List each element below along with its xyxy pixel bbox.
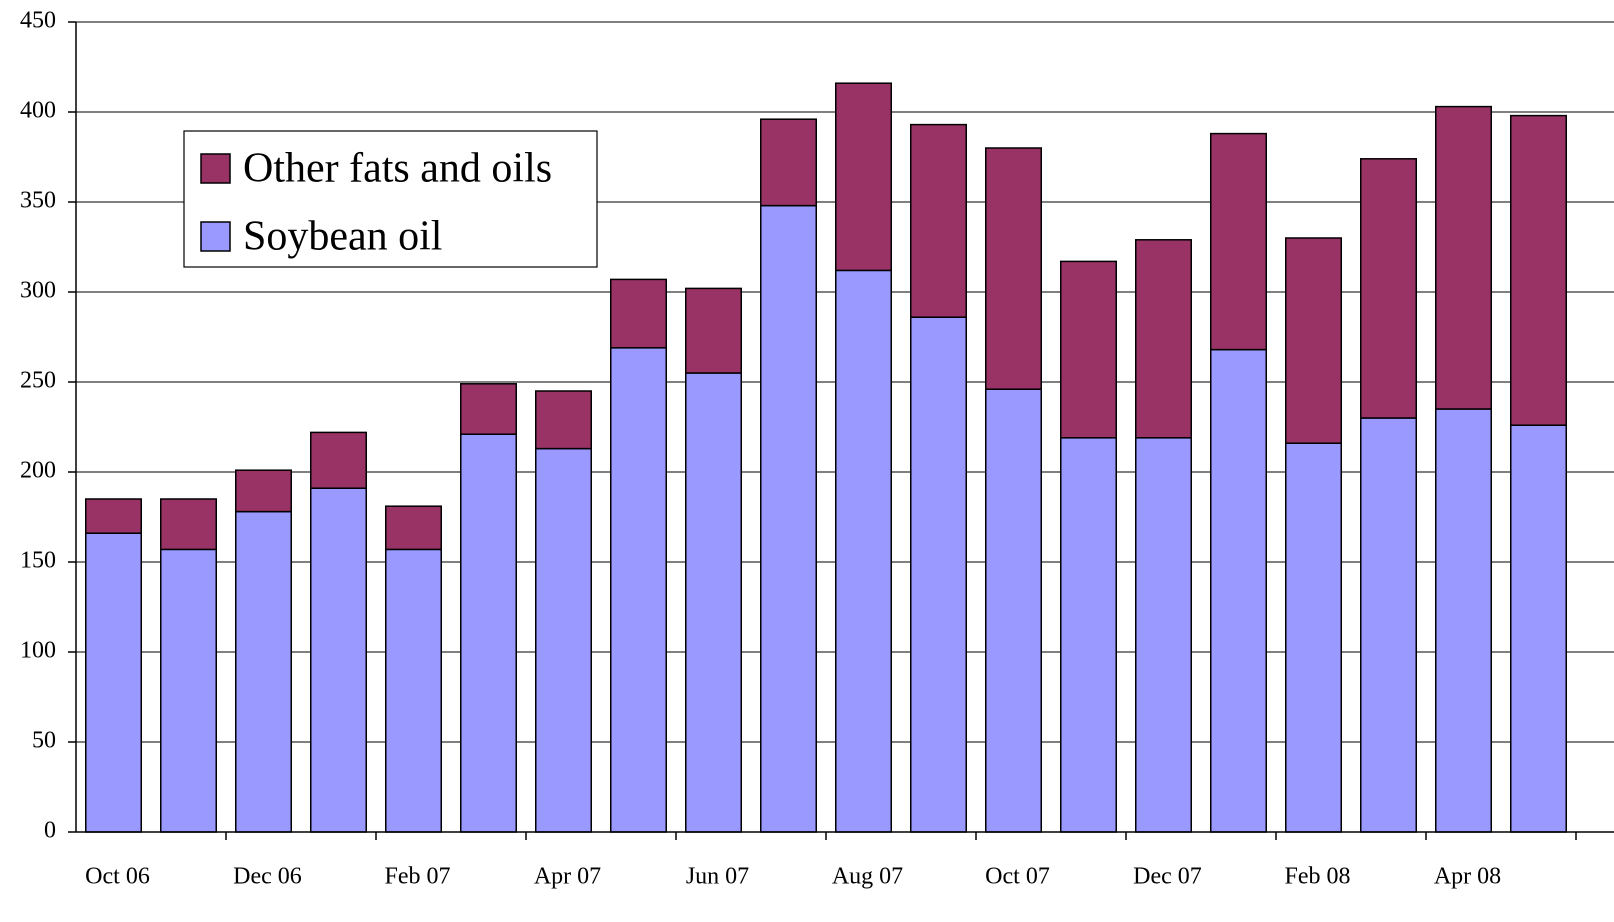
legend-box bbox=[183, 130, 598, 268]
bar-segment bbox=[985, 147, 1042, 390]
y-tick-label: 50 bbox=[32, 728, 56, 754]
bar-segment bbox=[160, 548, 217, 833]
x-tick-label: Feb 08 bbox=[1285, 864, 1351, 890]
y-tick-label: 450 bbox=[20, 8, 56, 34]
x-tick-label: Apr 08 bbox=[1434, 864, 1501, 890]
bar-segment bbox=[235, 469, 292, 513]
bar-segment bbox=[1285, 237, 1342, 444]
bar-segment bbox=[1285, 442, 1342, 833]
x-tick-label: Oct 06 bbox=[85, 864, 150, 890]
bar-segment bbox=[460, 383, 517, 435]
bar-segment bbox=[535, 447, 592, 833]
bar-segment bbox=[985, 388, 1042, 833]
bar-segment bbox=[685, 372, 742, 833]
bar-segment bbox=[760, 118, 817, 207]
bar-segment bbox=[385, 548, 442, 833]
bar-segment bbox=[160, 498, 217, 551]
bar-segment bbox=[1360, 417, 1417, 833]
x-tick-label: Aug 07 bbox=[832, 864, 903, 890]
bar-segment bbox=[1435, 408, 1492, 833]
x-tick-label: Apr 07 bbox=[534, 864, 601, 890]
bar-segment bbox=[1060, 260, 1117, 439]
x-tick-label: Oct 07 bbox=[985, 864, 1050, 890]
bar-segment bbox=[1510, 424, 1567, 833]
y-tick-label: 400 bbox=[20, 98, 56, 124]
bar-segment bbox=[685, 287, 742, 374]
y-tick-label: 300 bbox=[20, 278, 56, 304]
y-tick-label: 150 bbox=[20, 548, 56, 574]
bar-segment bbox=[610, 278, 667, 349]
bar-segment bbox=[310, 487, 367, 833]
bar-segment bbox=[460, 433, 517, 833]
legend-label: Other fats and oils bbox=[243, 146, 552, 192]
bar-segment bbox=[760, 204, 817, 833]
bar-segment bbox=[85, 498, 142, 534]
bar-segment bbox=[310, 431, 367, 489]
bar-segment bbox=[1435, 105, 1492, 410]
bar-segment bbox=[1210, 132, 1267, 351]
bar-segment bbox=[1510, 114, 1567, 426]
bar-segment bbox=[535, 390, 592, 450]
bar-segment bbox=[1210, 348, 1267, 833]
legend-label: Soybean oil bbox=[243, 214, 442, 260]
bar-segment bbox=[1135, 239, 1192, 439]
x-tick-label: Dec 06 bbox=[233, 864, 302, 890]
y-tick-label: 200 bbox=[20, 458, 56, 484]
bar-segment bbox=[1060, 437, 1117, 833]
bar-segment bbox=[610, 347, 667, 833]
x-tick-label: Jun 07 bbox=[686, 864, 749, 890]
y-tick-label: 250 bbox=[20, 368, 56, 394]
y-tick-label: 100 bbox=[20, 638, 56, 664]
bar-segment bbox=[85, 532, 142, 833]
bar-segment bbox=[1360, 158, 1417, 419]
x-tick-label: Dec 07 bbox=[1133, 864, 1202, 890]
bar-segment bbox=[910, 316, 967, 833]
legend-swatch bbox=[200, 221, 231, 252]
bar-segment bbox=[235, 510, 292, 833]
bar-segment bbox=[835, 82, 892, 272]
bar-segment bbox=[1135, 437, 1192, 833]
x-tick-label: Feb 07 bbox=[385, 864, 451, 890]
y-tick-label: 350 bbox=[20, 188, 56, 214]
bar-segment bbox=[385, 505, 442, 551]
legend-swatch bbox=[200, 153, 231, 184]
y-tick-label: 0 bbox=[44, 818, 56, 844]
bar-segment bbox=[835, 269, 892, 833]
bar-segment bbox=[910, 123, 967, 318]
